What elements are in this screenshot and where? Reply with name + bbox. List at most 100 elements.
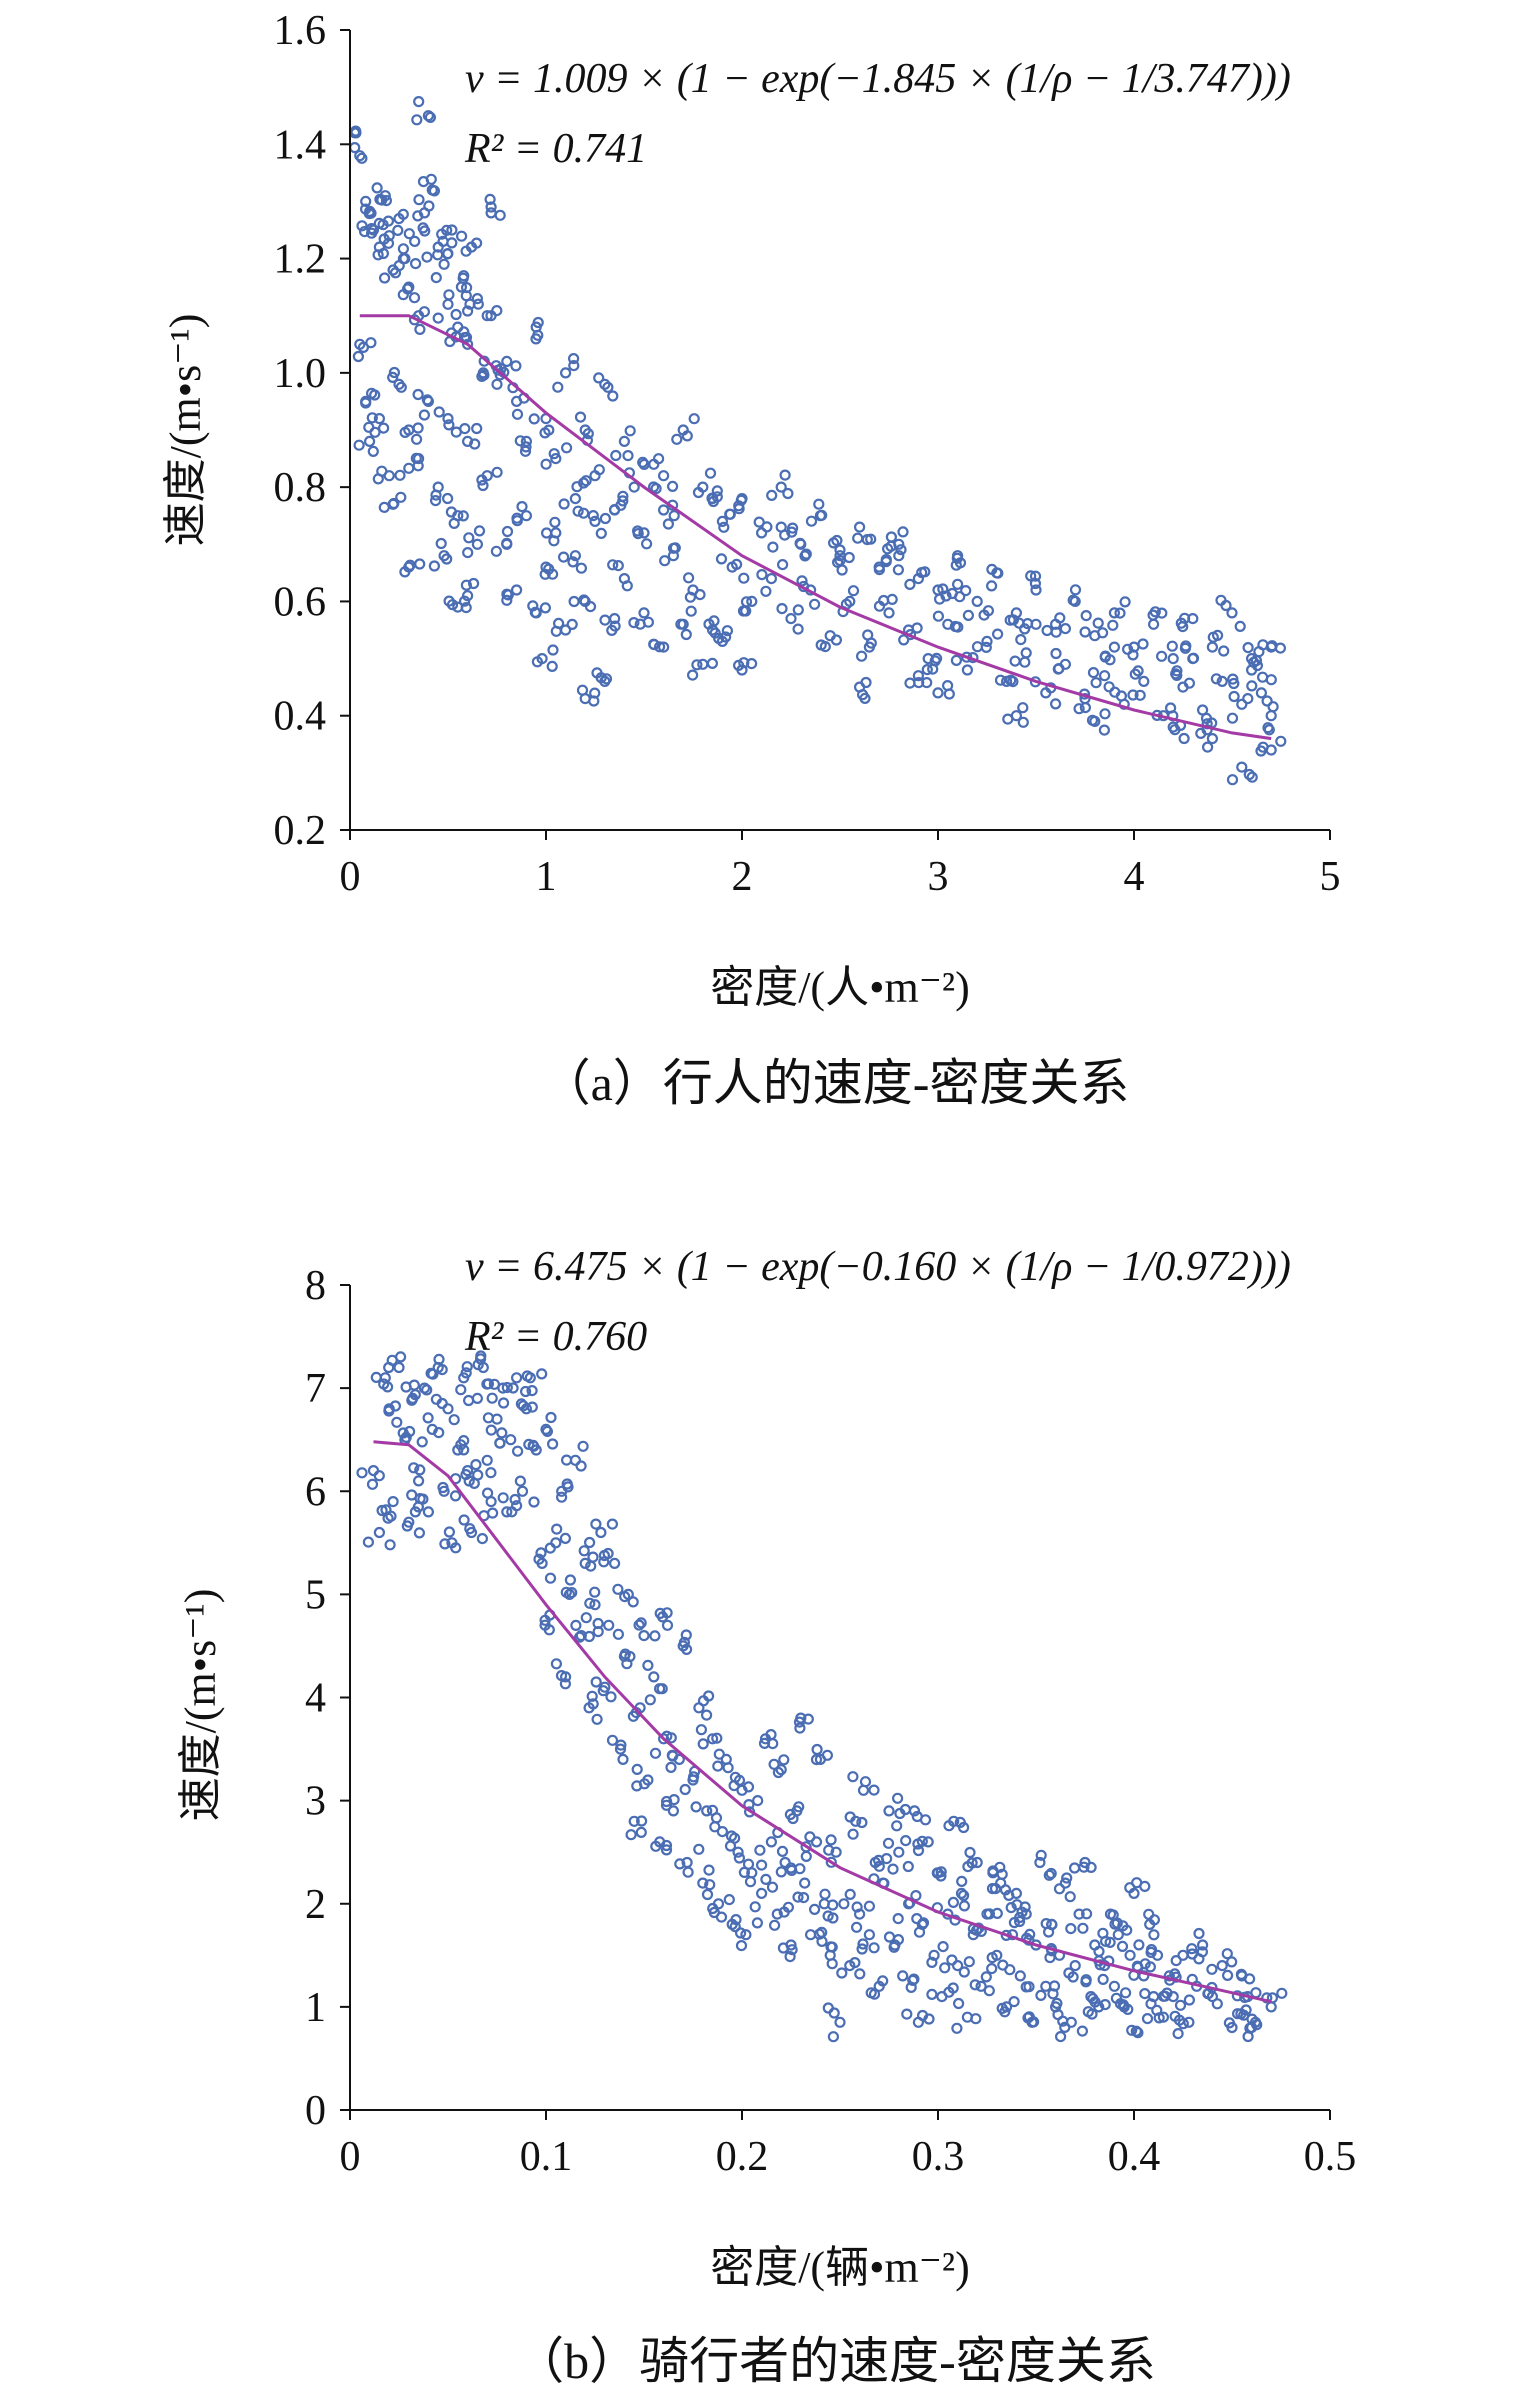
data-point (570, 1619, 582, 1632)
data-point (662, 518, 675, 530)
data-point (666, 1749, 678, 1761)
data-point (376, 194, 388, 206)
data-point (482, 1412, 494, 1424)
data-point (1108, 1980, 1121, 1992)
data-point (1267, 701, 1279, 713)
data-point (1019, 656, 1031, 668)
data-point (649, 1747, 662, 1759)
data-point (463, 1475, 475, 1487)
data-point (460, 579, 472, 591)
data-point (1243, 1973, 1256, 1985)
data-point (644, 1694, 656, 1706)
data-point (413, 1475, 425, 1487)
data-point (794, 1863, 806, 1875)
data-point (951, 578, 964, 590)
data-point (766, 489, 778, 501)
data-point (403, 462, 415, 474)
data-point (1099, 708, 1111, 720)
data-point (811, 1743, 823, 1756)
data-point (951, 2022, 963, 2034)
data-point (485, 1424, 497, 1436)
data-point (564, 1574, 577, 1586)
data-point (614, 1743, 627, 1755)
data-point (660, 1799, 673, 1811)
data-point (1137, 638, 1149, 650)
data-point (1029, 570, 1042, 582)
data-point (416, 1436, 428, 1448)
data-point (410, 258, 422, 270)
data-point (836, 1967, 848, 1979)
data-point (367, 1464, 380, 1477)
data-point (991, 1907, 1003, 1920)
data-point (760, 585, 772, 597)
data-point (986, 1951, 998, 1964)
data-point (448, 1414, 460, 1426)
data-point (1104, 1936, 1116, 1949)
data-point (1133, 1939, 1145, 1951)
chart-a-pedestrian: 0 1 2 3 4 5 0.2 0.4 0.6 0.8 1.0 1.2 1.4 1.6 v = 1.009… (161, 8, 1341, 1111)
data-point (650, 1840, 662, 1852)
data-point (373, 413, 385, 425)
data-point (660, 1839, 673, 1852)
data-point (844, 1888, 856, 1901)
data-point (443, 1526, 455, 1538)
data-point (926, 1956, 938, 1969)
data-point (526, 1401, 538, 1413)
data-point (794, 1722, 806, 1734)
data-point (1104, 654, 1116, 666)
data-point (471, 538, 483, 550)
data-point (999, 1884, 1012, 1896)
data-point (461, 1361, 473, 1373)
data-point (1073, 1908, 1085, 1920)
data-point (937, 1940, 949, 1953)
data-point (578, 594, 590, 606)
y-tick-label: 0.4 (274, 694, 327, 740)
data-point (1064, 1891, 1076, 1903)
data-point (1121, 1924, 1133, 1936)
data-point (612, 1583, 624, 1595)
data-point (505, 1434, 517, 1446)
data-point (1261, 1992, 1273, 2004)
data-point (937, 583, 949, 595)
data-point (1183, 677, 1196, 689)
data-point (369, 389, 381, 401)
data-point (666, 480, 679, 492)
data-point (724, 508, 736, 520)
data-point (765, 572, 778, 585)
data-point (462, 338, 474, 350)
data-point (510, 1500, 523, 1512)
data-point (1034, 1856, 1046, 1869)
data-point (653, 641, 666, 653)
data-point (1148, 1929, 1160, 1941)
data-point (723, 1893, 735, 1906)
data-point (799, 1877, 811, 1889)
data-point (971, 641, 984, 653)
data-point (589, 515, 601, 528)
data-point (893, 550, 905, 562)
data-point (883, 607, 895, 619)
data-point (433, 1426, 445, 1439)
data-point (1116, 1940, 1129, 1953)
data-point (1020, 1981, 1032, 1993)
data-point (1201, 741, 1214, 753)
data-point (473, 525, 486, 537)
data-point (827, 1912, 839, 1924)
data-point (1210, 673, 1223, 685)
data-point (476, 474, 488, 486)
data-point (622, 450, 634, 462)
data-point (1098, 670, 1111, 682)
data-point (1243, 768, 1255, 781)
data-point (709, 1821, 721, 1833)
data-point (971, 1856, 983, 1869)
data-point (558, 498, 570, 510)
data-point (397, 1427, 409, 1439)
chart-b-scatter-points (356, 1350, 1288, 2043)
data-point (1015, 633, 1027, 646)
data-point (768, 1919, 781, 1931)
data-point (1097, 1973, 1109, 1986)
data-point (962, 609, 975, 622)
data-point (1255, 687, 1268, 699)
data-point (1223, 2017, 1236, 2029)
data-point (900, 1834, 912, 1847)
data-point (360, 195, 372, 207)
